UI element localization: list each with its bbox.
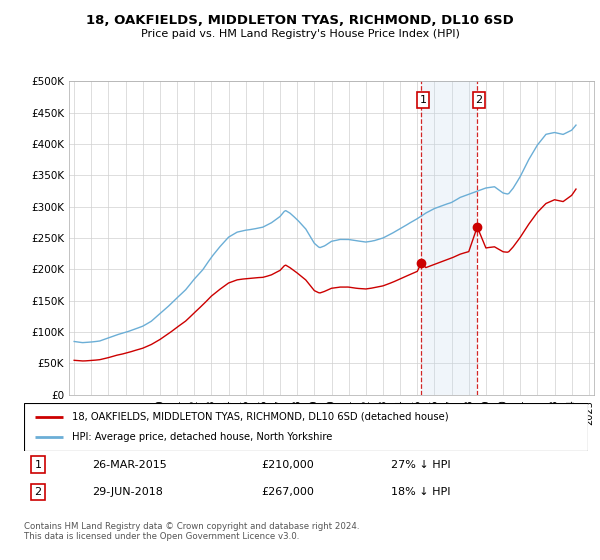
Text: 29-JUN-2018: 29-JUN-2018 [92,487,163,497]
Text: 18, OAKFIELDS, MIDDLETON TYAS, RICHMOND, DL10 6SD (detached house): 18, OAKFIELDS, MIDDLETON TYAS, RICHMOND,… [72,412,449,422]
Text: 2: 2 [35,487,41,497]
Bar [421,81,477,395]
Text: £210,000: £210,000 [261,460,314,469]
Text: 2: 2 [475,95,482,105]
Text: 1: 1 [35,460,41,469]
Text: HPI: Average price, detached house, North Yorkshire: HPI: Average price, detached house, Nort… [72,432,332,442]
Text: Contains HM Land Registry data © Crown copyright and database right 2024.
This d: Contains HM Land Registry data © Crown c… [24,522,359,542]
Text: Price paid vs. HM Land Registry's House Price Index (HPI): Price paid vs. HM Land Registry's House … [140,29,460,39]
Text: £267,000: £267,000 [261,487,314,497]
Text: 18% ↓ HPI: 18% ↓ HPI [391,487,450,497]
Text: 27% ↓ HPI: 27% ↓ HPI [391,460,450,469]
Text: 18, OAKFIELDS, MIDDLETON TYAS, RICHMOND, DL10 6SD: 18, OAKFIELDS, MIDDLETON TYAS, RICHMOND,… [86,14,514,27]
Text: 1: 1 [419,95,427,105]
Text: 26-MAR-2015: 26-MAR-2015 [92,460,166,469]
